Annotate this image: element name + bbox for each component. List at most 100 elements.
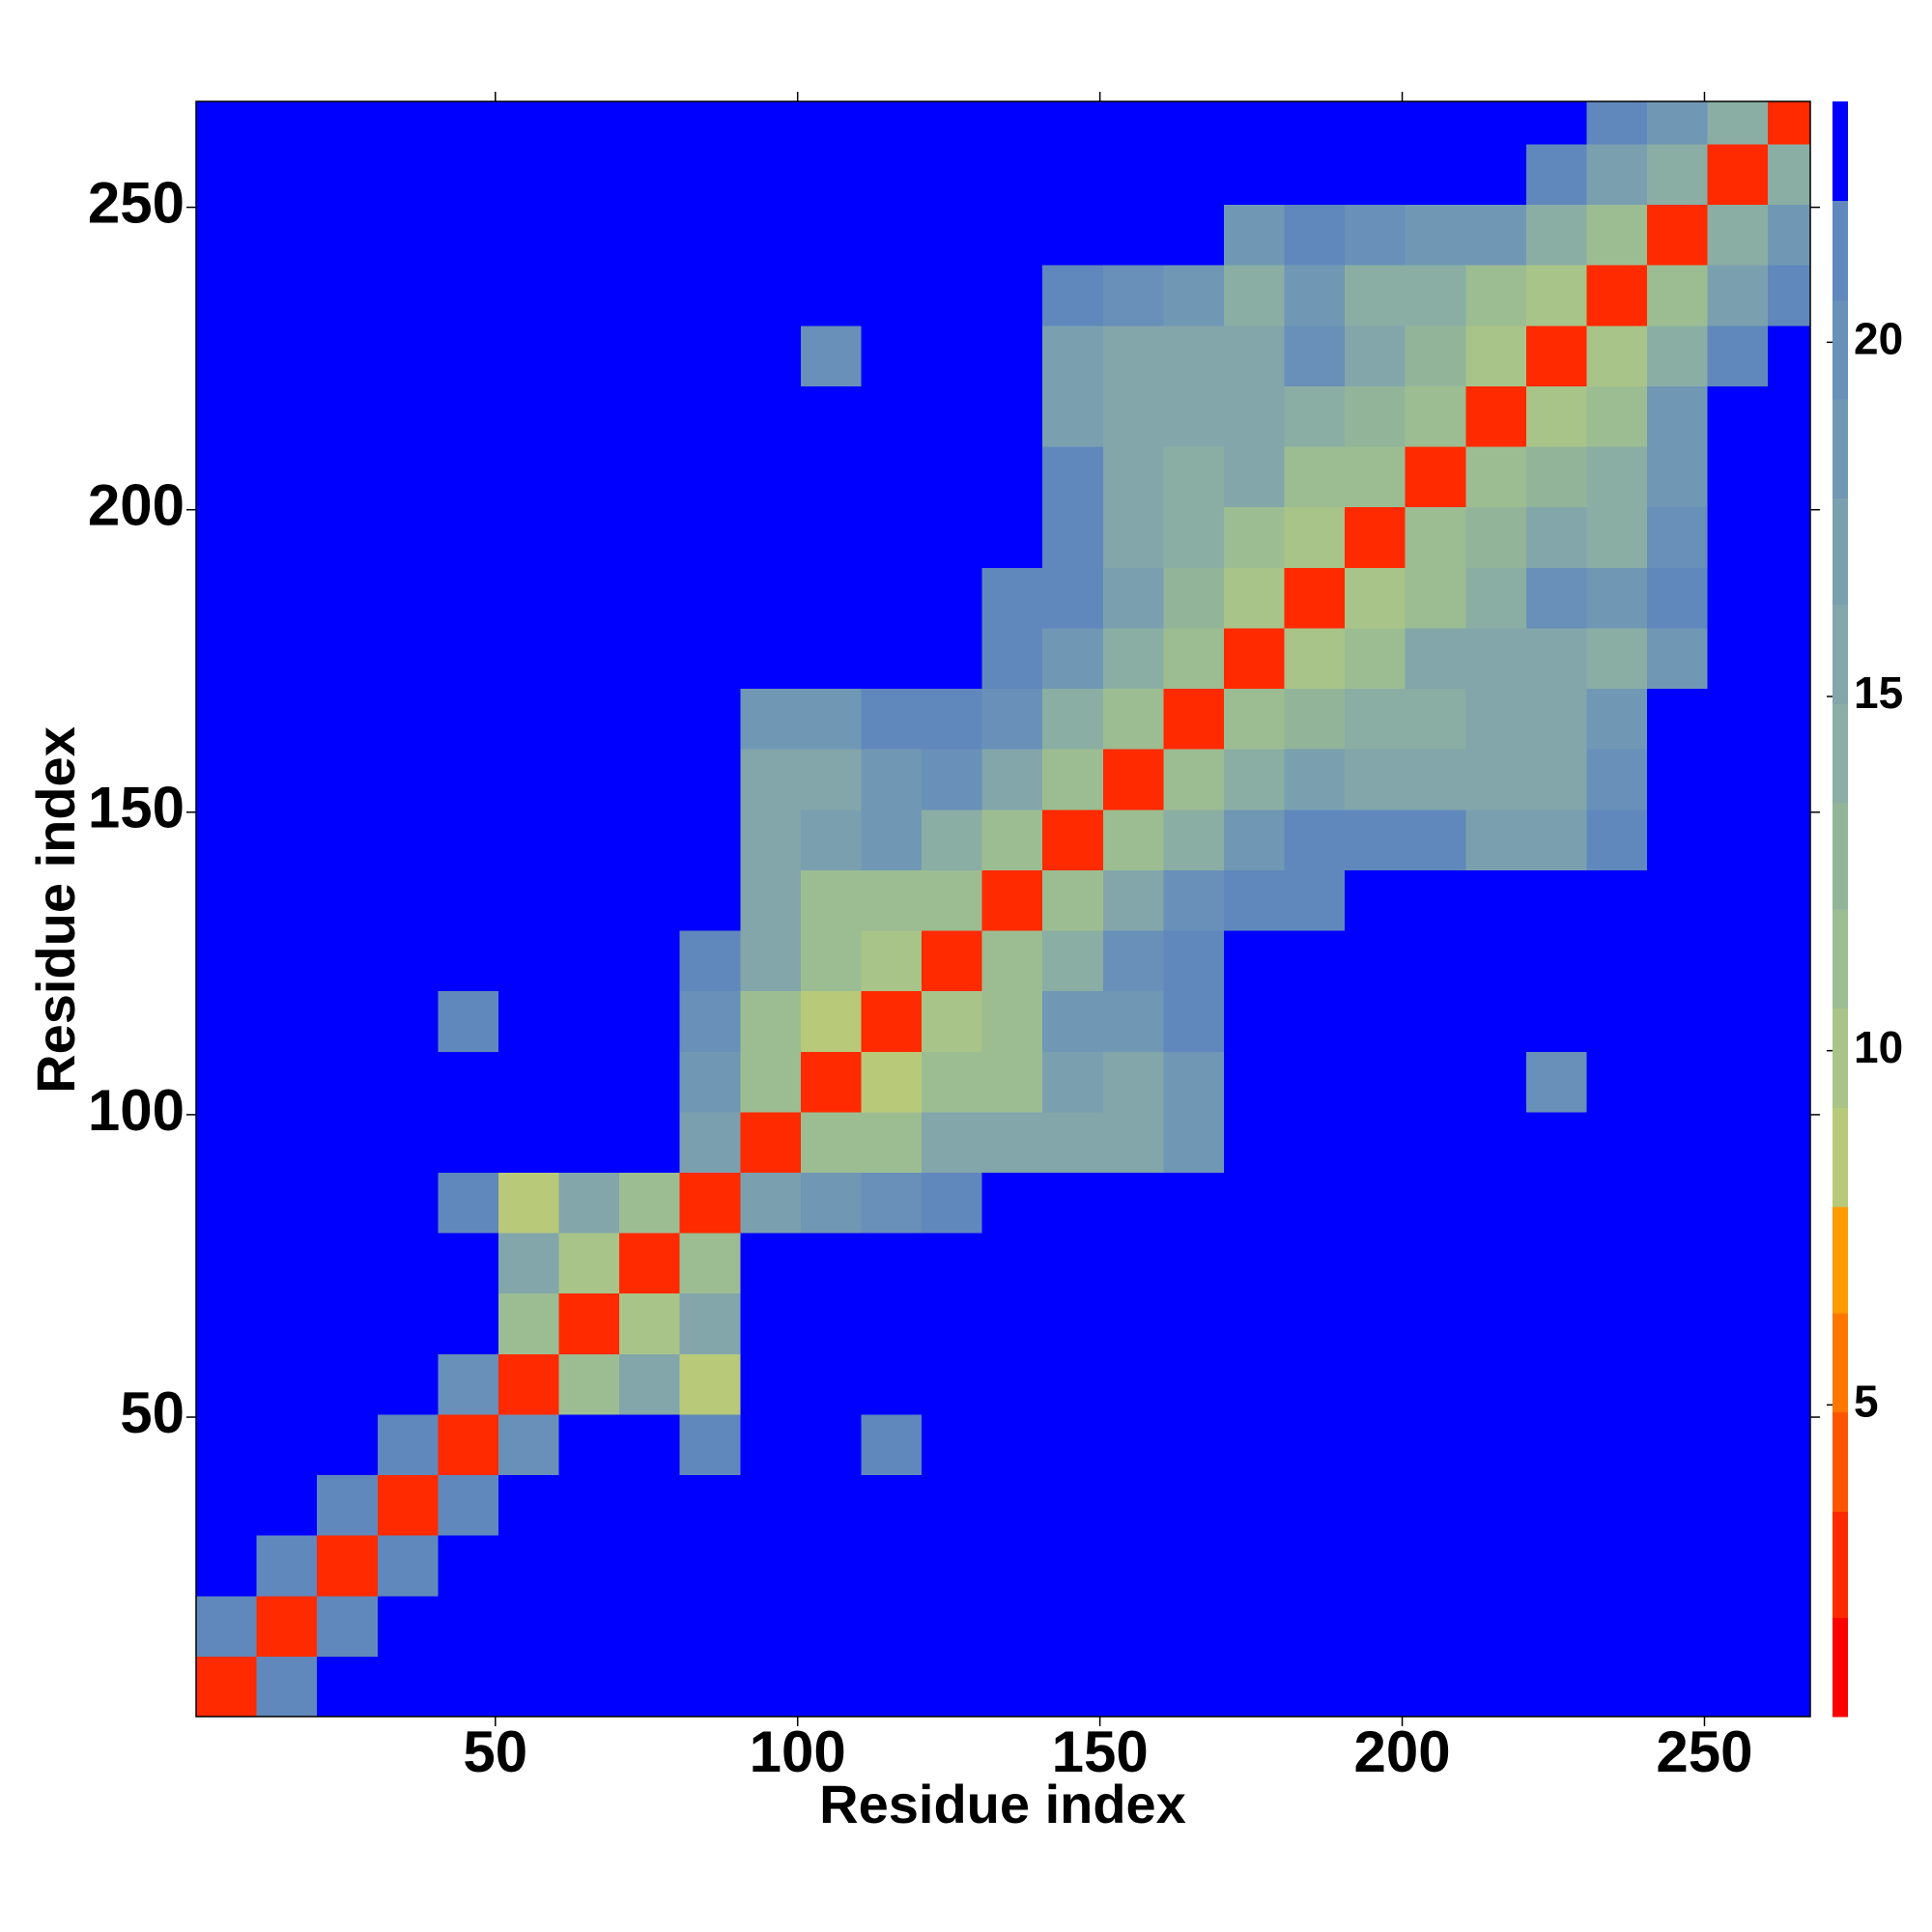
cell	[1345, 809, 1406, 870]
cell	[196, 445, 258, 508]
colorbar-segment	[1833, 497, 1848, 606]
cell	[619, 1293, 681, 1354]
cell	[1284, 1353, 1346, 1415]
cell	[619, 1353, 681, 1415]
cell	[1405, 869, 1466, 931]
cell	[1586, 1413, 1648, 1476]
cell	[1707, 1293, 1769, 1354]
cell	[740, 929, 802, 992]
cell	[1102, 445, 1164, 508]
cell	[679, 1051, 741, 1113]
cell	[1042, 1051, 1104, 1113]
cell	[740, 1172, 802, 1234]
cell	[1163, 688, 1225, 750]
plot-border	[195, 100, 1811, 1718]
cell	[981, 204, 1043, 266]
cell	[1586, 506, 1648, 568]
cell	[497, 101, 560, 145]
cell	[922, 1474, 983, 1536]
cell	[1405, 1051, 1466, 1113]
cell	[1042, 143, 1104, 206]
cell	[1707, 101, 1769, 145]
cell	[1768, 1353, 1811, 1415]
cell	[619, 265, 681, 327]
cell	[861, 1353, 923, 1415]
cell	[619, 990, 681, 1052]
cell	[1647, 445, 1709, 508]
cell	[1465, 204, 1527, 266]
cell	[196, 1595, 258, 1657]
cell	[740, 1595, 802, 1657]
cell	[861, 688, 923, 750]
cell	[1525, 1474, 1588, 1536]
cell	[196, 567, 258, 629]
cell	[1586, 809, 1648, 870]
cell	[1163, 101, 1225, 145]
cell	[861, 567, 923, 629]
cell	[1707, 1233, 1769, 1294]
cell	[922, 204, 983, 266]
cell	[1707, 385, 1769, 447]
cell	[438, 1172, 499, 1234]
cell	[1284, 101, 1346, 145]
cell	[1768, 990, 1811, 1052]
cell	[922, 101, 983, 145]
cell	[1345, 143, 1406, 206]
cell	[317, 1293, 379, 1354]
cell	[1525, 809, 1588, 870]
cell	[256, 1293, 318, 1354]
cell	[1586, 204, 1648, 266]
cell	[1345, 385, 1406, 447]
cell	[1647, 1595, 1709, 1657]
cell	[679, 1353, 741, 1415]
cell	[800, 385, 863, 447]
cell	[558, 1293, 620, 1354]
cell	[377, 325, 439, 386]
cell	[1042, 627, 1104, 690]
cell	[1345, 1353, 1406, 1415]
cell	[317, 749, 379, 810]
cell	[1768, 869, 1811, 931]
cell	[800, 325, 863, 386]
cell	[1707, 325, 1769, 386]
cell	[740, 809, 802, 870]
colorbar-segment	[1833, 1313, 1848, 1413]
cell	[1163, 1051, 1225, 1113]
cell	[317, 1233, 379, 1294]
cell	[740, 1353, 802, 1415]
cell	[1102, 1172, 1164, 1234]
cell	[196, 749, 258, 810]
cell	[558, 143, 620, 206]
cell	[497, 990, 560, 1052]
cell	[981, 1535, 1043, 1597]
cell	[1465, 929, 1527, 992]
cell	[1647, 265, 1709, 327]
cell	[1345, 1595, 1406, 1657]
cell	[861, 143, 923, 206]
cell	[1223, 1051, 1286, 1113]
cell	[558, 809, 620, 870]
cell	[981, 627, 1043, 690]
cell	[377, 1293, 439, 1354]
cell	[861, 1656, 923, 1718]
cell	[740, 101, 802, 145]
cell	[1405, 1474, 1466, 1536]
cell	[256, 929, 318, 992]
cell	[1586, 1233, 1648, 1294]
x-tick-label: 200	[1354, 1719, 1451, 1784]
cell	[196, 1233, 258, 1294]
cell	[861, 1535, 923, 1597]
cell	[1284, 1595, 1346, 1657]
cell	[1768, 688, 1811, 750]
cell	[317, 1172, 379, 1234]
cell	[1586, 1293, 1648, 1354]
cell	[1102, 1051, 1164, 1113]
cell	[1647, 1293, 1709, 1354]
cell	[922, 809, 983, 870]
cell	[1163, 1595, 1225, 1657]
cell	[1707, 445, 1769, 508]
cell	[1102, 809, 1164, 870]
cell	[619, 1535, 681, 1597]
cell	[1405, 325, 1466, 386]
cell	[800, 990, 863, 1052]
